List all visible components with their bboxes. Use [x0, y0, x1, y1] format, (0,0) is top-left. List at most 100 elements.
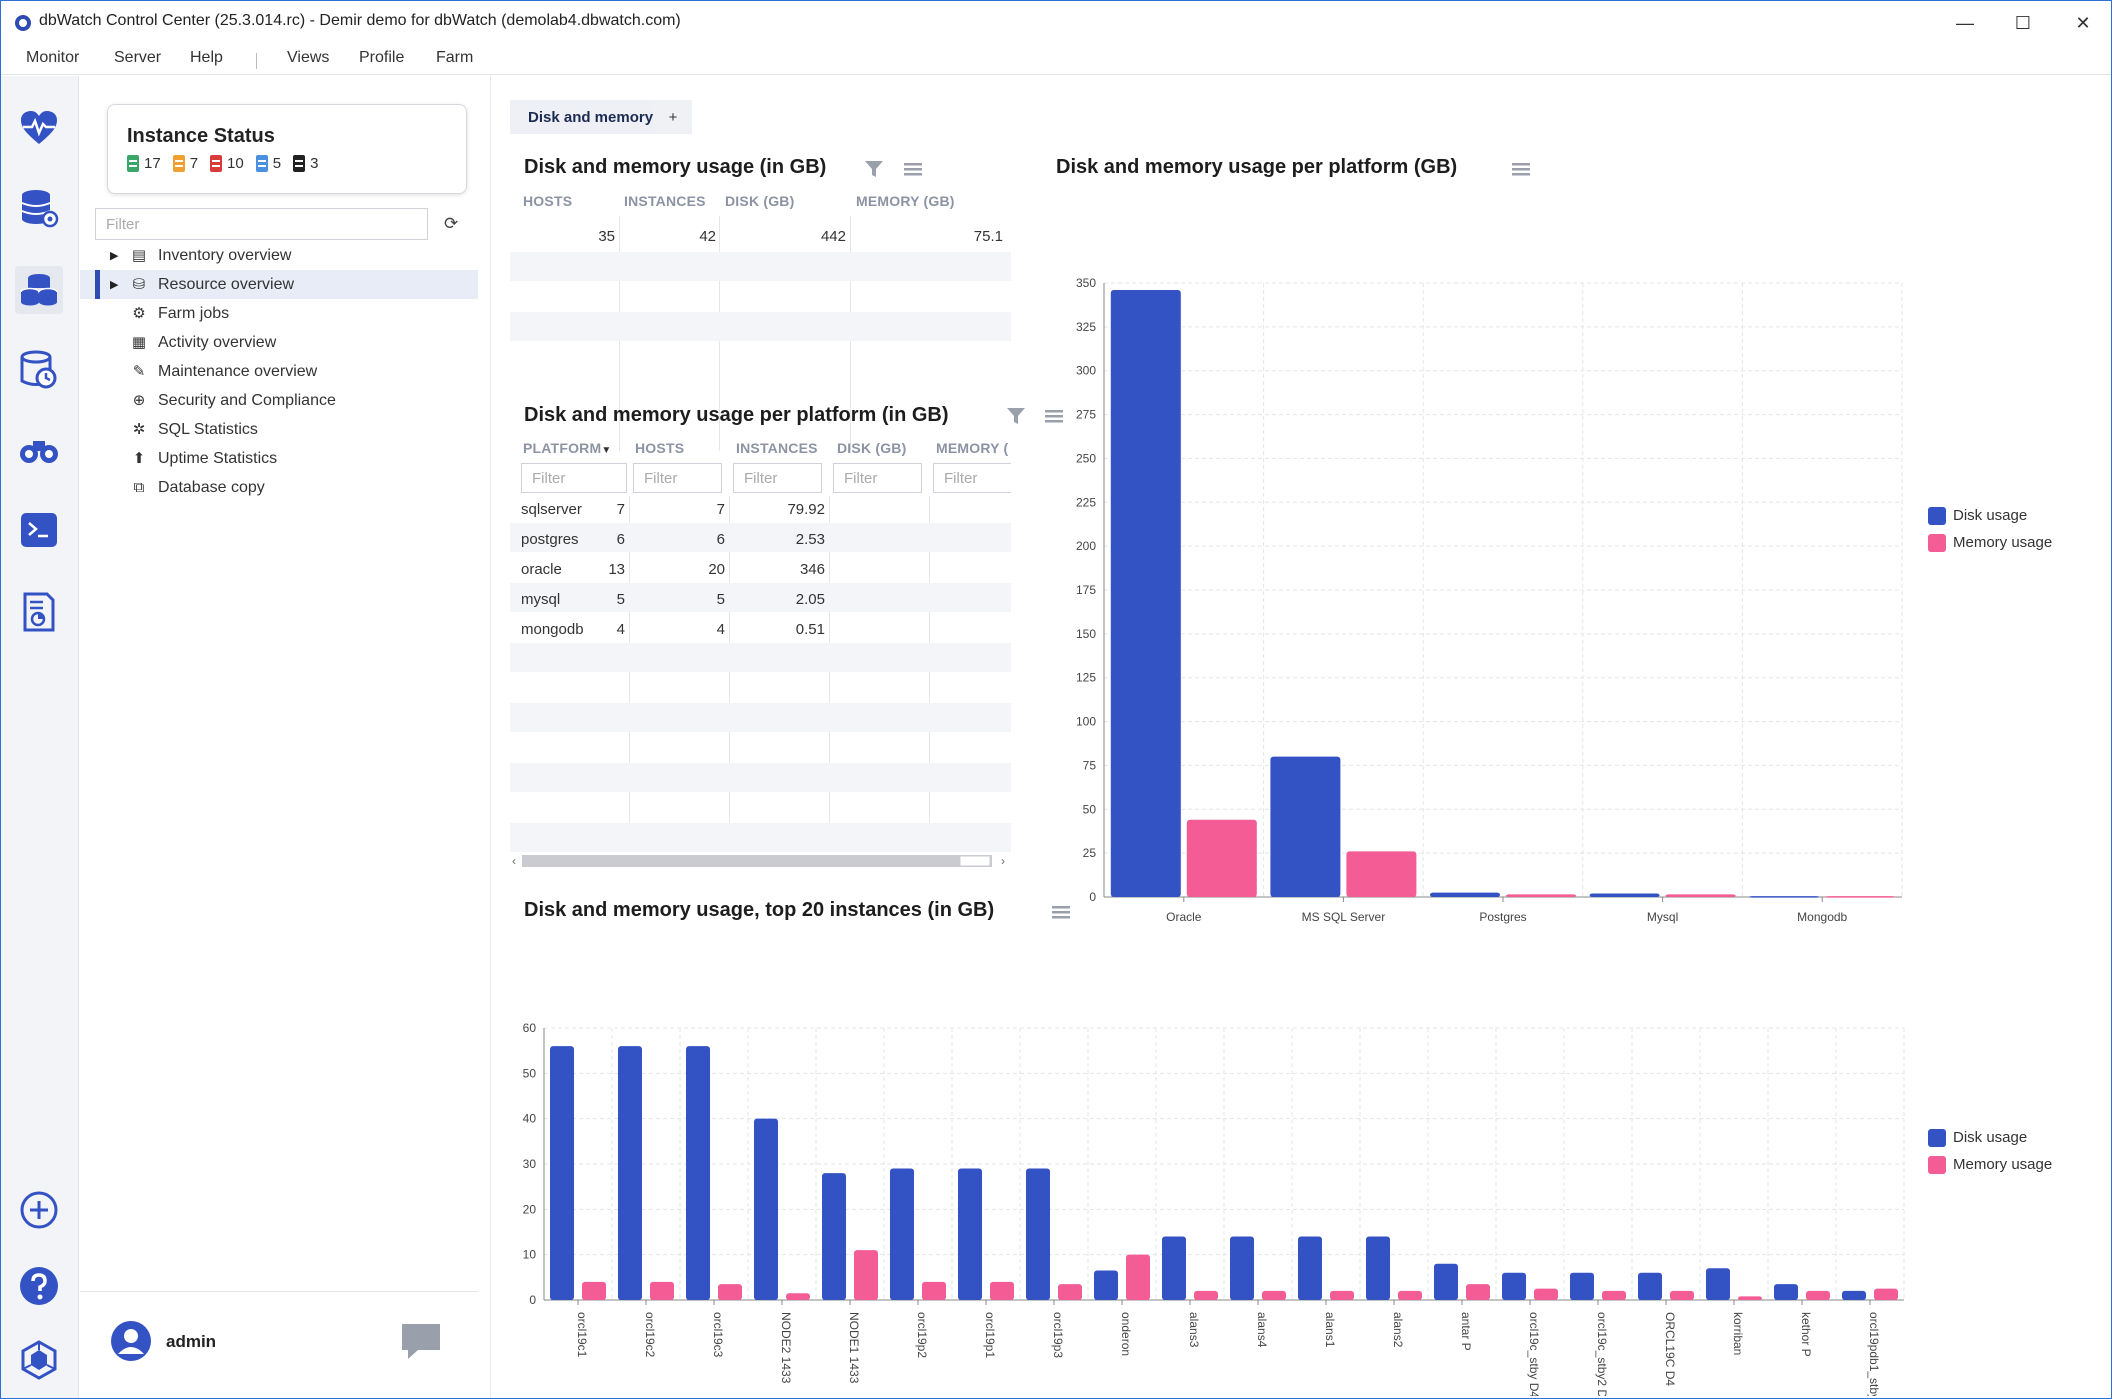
bar-memory[interactable]	[1602, 1290, 1626, 1300]
menu-icon[interactable]	[903, 160, 923, 178]
bar-memory[interactable]	[786, 1293, 810, 1300]
bar-memory[interactable]	[922, 1281, 946, 1300]
bar-disk[interactable]	[958, 1168, 982, 1300]
bar-disk[interactable]	[1430, 892, 1500, 897]
platform-filter-input[interactable]: Filter	[521, 463, 627, 493]
col-header-disk[interactable]: DISK (GB)	[837, 440, 907, 456]
add-tab-button[interactable]: +	[654, 100, 692, 134]
filter-icon[interactable]	[1006, 407, 1026, 425]
refresh-icon[interactable]: ⟳	[444, 214, 459, 233]
bar-disk[interactable]	[1638, 1272, 1662, 1300]
bar-disk[interactable]	[1706, 1268, 1730, 1300]
database-settings-icon[interactable]	[15, 184, 63, 232]
col-header-instances[interactable]: INSTANCES	[736, 440, 818, 456]
legend-item-memory[interactable]: Memory usage	[1928, 529, 2052, 556]
menu-icon[interactable]	[1051, 903, 1071, 921]
tree-item-resource-overview[interactable]: ▶ ⛁ Resource overview	[80, 270, 478, 299]
legend-item-memory[interactable]: Memory usage	[1928, 1151, 2052, 1178]
binoculars-icon[interactable]	[15, 426, 63, 474]
bar-disk[interactable]	[1026, 1168, 1050, 1300]
bar-memory[interactable]	[1534, 1288, 1558, 1300]
bar-disk[interactable]	[1366, 1236, 1390, 1300]
filter-icon[interactable]	[864, 160, 884, 178]
bar-disk[interactable]	[1434, 1263, 1458, 1300]
tab-disk-and-memory[interactable]: Disk and memory	[510, 100, 672, 134]
col-header-platform[interactable]: PLATFORM▼	[523, 440, 611, 456]
bar-memory[interactable]	[1058, 1284, 1082, 1300]
bar-memory[interactable]	[1874, 1288, 1898, 1300]
bar-disk[interactable]	[1094, 1270, 1118, 1300]
nav-filter-input[interactable]: Filter	[95, 208, 428, 240]
bar-memory[interactable]	[1194, 1290, 1218, 1300]
bar-memory[interactable]	[1186, 819, 1257, 897]
chat-icon[interactable]	[400, 1322, 442, 1362]
bar-memory[interactable]	[1346, 851, 1417, 897]
bar-memory[interactable]	[1738, 1296, 1762, 1300]
bar-disk[interactable]	[1162, 1236, 1186, 1300]
tree-item-sql-statistics[interactable]: ✲ SQL Statistics	[80, 415, 478, 444]
user-avatar-icon[interactable]	[110, 1320, 152, 1362]
bar-memory[interactable]	[718, 1284, 742, 1300]
bar-memory[interactable]	[1330, 1290, 1354, 1300]
col-header-instances[interactable]: INSTANCES	[624, 193, 706, 209]
menu-farm[interactable]: Farm	[436, 49, 474, 66]
memory-filter-input[interactable]: Filter	[933, 463, 1011, 493]
instances-filter-input[interactable]: Filter	[733, 463, 822, 493]
menu-profile[interactable]: Profile	[359, 49, 405, 66]
expand-caret-icon[interactable]: ▶	[110, 250, 119, 262]
disk-filter-input[interactable]: Filter	[833, 463, 922, 493]
horizontal-scrollbar[interactable]: ‹ ›	[510, 852, 1011, 870]
tree-item-inventory-overview[interactable]: ▶ ▤ Inventory overview	[80, 241, 478, 270]
tree-item-farm-jobs[interactable]: ⚙ Farm jobs	[80, 299, 478, 328]
menu-icon[interactable]	[1044, 407, 1064, 425]
menu-server[interactable]: Server	[114, 49, 162, 66]
expand-caret-icon[interactable]: ▶	[110, 279, 119, 291]
menu-icon[interactable]	[1511, 160, 1531, 178]
bar-memory[interactable]	[1398, 1290, 1422, 1300]
legend-item-disk[interactable]: Disk usage	[1928, 502, 2052, 529]
bar-memory[interactable]	[1670, 1290, 1694, 1300]
tree-item-security-and-compliance[interactable]: ⊕ Security and Compliance	[80, 386, 478, 415]
minimize-button[interactable]: —	[1956, 12, 1974, 33]
instance-status-card[interactable]: Instance Status 17 7 10 5 3	[107, 104, 467, 194]
bar-disk[interactable]	[1270, 756, 1341, 897]
report-chart-icon[interactable]	[15, 588, 63, 636]
bar-disk[interactable]	[618, 1046, 642, 1300]
tree-item-maintenance-overview[interactable]: ✎ Maintenance overview	[80, 357, 478, 386]
bar-memory[interactable]	[1665, 894, 1736, 897]
hosts-filter-input[interactable]: Filter	[633, 463, 722, 493]
col-header-memory[interactable]: MEMORY (	[936, 440, 1009, 456]
menu-monitor[interactable]: Monitor	[26, 49, 80, 66]
bar-disk[interactable]	[1298, 1236, 1322, 1300]
help-icon[interactable]	[15, 1262, 63, 1310]
bar-disk[interactable]	[1110, 290, 1181, 897]
bar-disk[interactable]	[754, 1118, 778, 1300]
bar-disk[interactable]	[550, 1046, 574, 1300]
bar-memory[interactable]	[1466, 1284, 1490, 1300]
dbwatch-logo-icon[interactable]	[15, 1336, 63, 1384]
col-header-hosts[interactable]: HOSTS	[635, 440, 685, 456]
bar-memory[interactable]	[854, 1250, 878, 1300]
user-name[interactable]: admin	[166, 1332, 217, 1351]
add-circle-icon[interactable]	[15, 1186, 63, 1234]
maximize-button[interactable]: ☐	[2014, 12, 2032, 33]
bar-memory[interactable]	[1806, 1290, 1830, 1300]
bar-disk[interactable]	[1230, 1236, 1254, 1300]
bar-memory[interactable]	[1126, 1254, 1150, 1300]
bar-memory[interactable]	[1506, 894, 1576, 897]
bar-disk[interactable]	[1589, 893, 1660, 897]
bar-disk[interactable]	[1842, 1290, 1866, 1300]
bar-disk[interactable]	[1502, 1272, 1526, 1300]
menu-help[interactable]: Help	[190, 49, 223, 66]
col-header-memory[interactable]: MEMORY (GB)	[856, 193, 955, 209]
database-farm-icon[interactable]	[15, 266, 63, 314]
sort-desc-icon[interactable]: ▼	[601, 445, 612, 456]
bar-disk[interactable]	[686, 1046, 710, 1300]
bar-disk[interactable]	[822, 1173, 846, 1300]
bar-memory[interactable]	[1825, 896, 1896, 898]
col-header-hosts[interactable]: HOSTS	[523, 193, 573, 209]
col-header-disk[interactable]: DISK (GB)	[725, 193, 795, 209]
menu-views[interactable]: Views	[287, 49, 330, 66]
bar-disk[interactable]	[1570, 1272, 1594, 1300]
bar-memory[interactable]	[1262, 1290, 1286, 1300]
